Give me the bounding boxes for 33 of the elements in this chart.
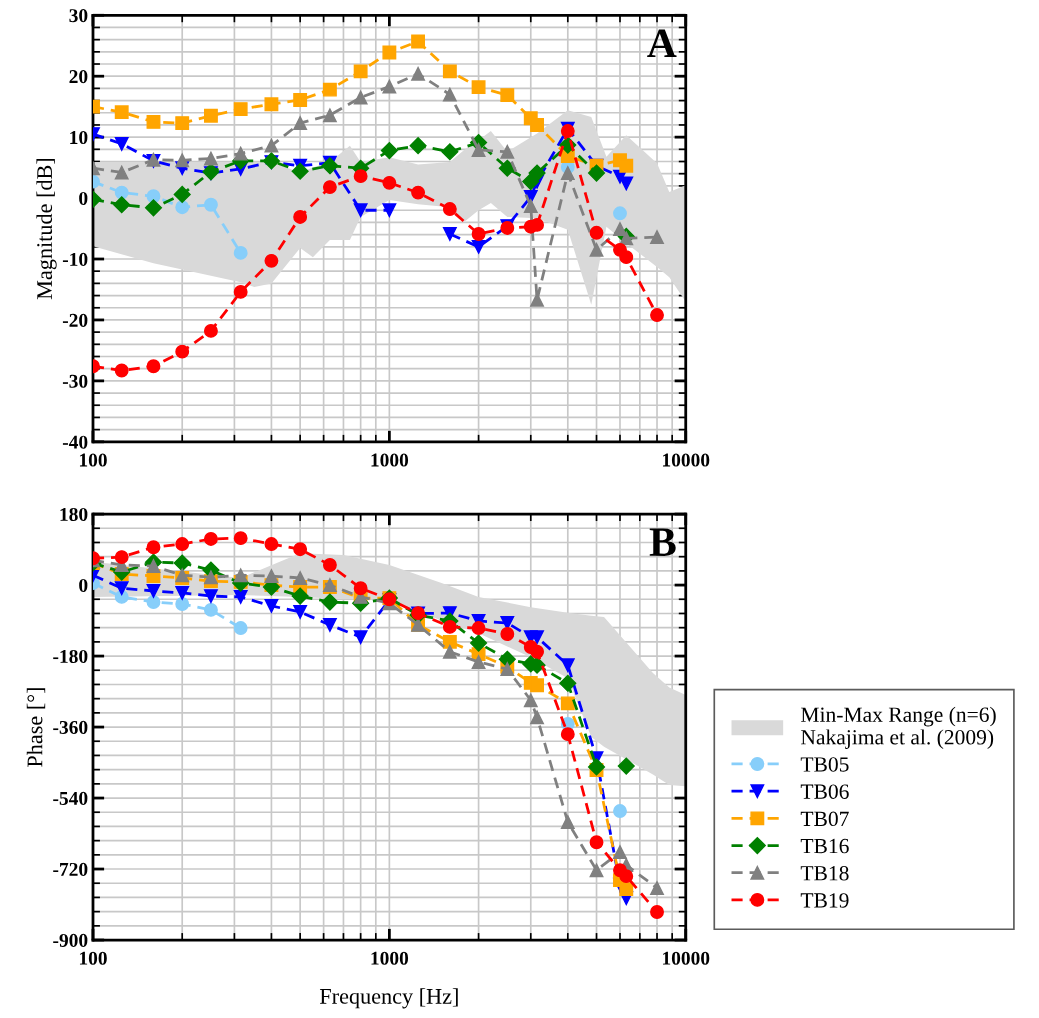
annotation: A bbox=[647, 29, 677, 57]
x-tick-label: 10000 bbox=[662, 453, 710, 467]
y-tick-label: 0 bbox=[79, 578, 88, 593]
legend-label: TB06 bbox=[800, 784, 849, 799]
y-tick-label: 180 bbox=[60, 507, 88, 522]
legend-label: Min-Max Range (n=6) Nakajima et al. (2009) bbox=[801, 706, 996, 749]
y-tick-label: -720 bbox=[53, 862, 88, 876]
x-tick-label: 1000 bbox=[371, 951, 409, 965]
y-tick-label: -180 bbox=[53, 649, 88, 663]
x-axis-title: Frequency [Hz] bbox=[319, 988, 458, 1009]
y-axis-title: Magnitude [dB] bbox=[36, 158, 57, 300]
legend-label: TB18 bbox=[800, 865, 849, 881]
x-tick-label: 100 bbox=[79, 453, 107, 467]
legend-label: TB07 bbox=[800, 811, 849, 827]
y-tick-label: 10 bbox=[70, 130, 88, 145]
y-tick-label: -10 bbox=[62, 252, 88, 266]
y-tick-label: -40 bbox=[62, 435, 88, 449]
y-tick-label: 30 bbox=[69, 9, 88, 23]
y-tick-label: -540 bbox=[53, 791, 88, 805]
y-tick-label: -30 bbox=[62, 374, 88, 388]
legend-label: TB16 bbox=[800, 838, 849, 854]
y-tick-label: -900 bbox=[53, 933, 88, 947]
legend-label: TB05 bbox=[800, 757, 849, 772]
y-axis-title: Phase [°] bbox=[26, 688, 46, 767]
x-tick-label: 10000 bbox=[662, 951, 710, 965]
y-tick-label: -20 bbox=[62, 313, 88, 327]
legend-label: TB19 bbox=[800, 893, 849, 908]
y-tick-label: 20 bbox=[69, 70, 88, 84]
annotation: B bbox=[649, 528, 676, 556]
y-tick-label: -360 bbox=[53, 720, 88, 734]
x-tick-label: 100 bbox=[79, 951, 107, 965]
y-tick-label: 0 bbox=[79, 191, 88, 206]
x-tick-label: 1000 bbox=[371, 453, 409, 467]
